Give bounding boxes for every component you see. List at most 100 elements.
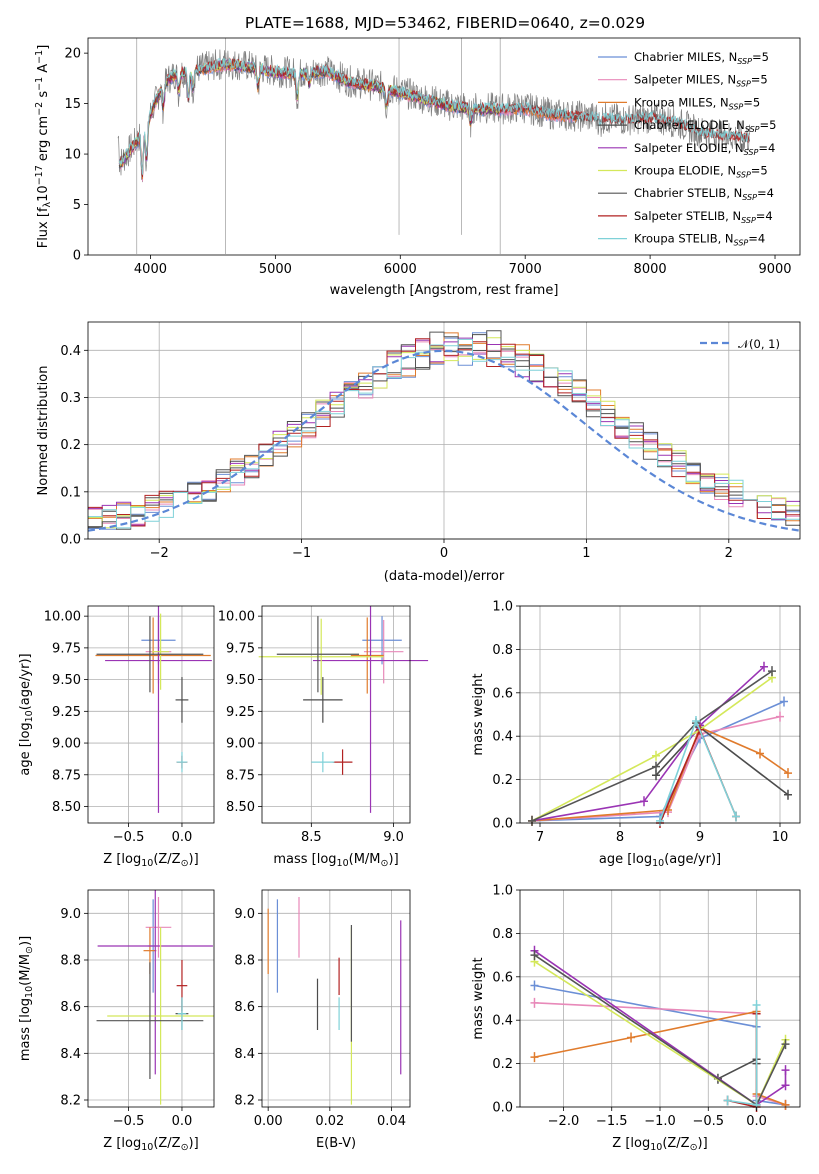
y-tick-label: 9.75 [52,641,81,656]
y-tick-label: 0.1 [60,485,81,500]
y-axis-label: Flux [fλ10−17 erg cm−2 s−1 A−1] [34,45,53,249]
plot-area [258,606,429,813]
y-tick-label: 8.4 [60,1047,81,1062]
weight-line [531,666,765,822]
axes-frame [261,605,411,824]
y-tick-label: 0.4 [60,344,81,359]
figure-title: PLATE=1688, MJD=53462, FIBERID=0640, z=0… [245,14,645,32]
y-axis-label: Normed distribution [36,366,51,496]
axes: −2 −1 0 1 2 0.0 0.1 0.2 0.3 0.4 [60,321,801,561]
x-tick-label: 2 [725,546,733,561]
x-axis-label: E(B-V) [316,1136,356,1151]
y-tick-label: 0.8 [492,643,513,658]
normal-curve [88,349,800,532]
legend-label: Chabrier MILES, NSSP=5 [634,50,769,66]
errorbar-point [175,677,189,723]
plot-area [528,661,792,828]
weight-line [531,715,781,822]
y-tick-label: 8.50 [226,800,255,815]
grid [520,889,800,1108]
weight-marker [781,1080,790,1091]
x-tick-label: −1 [292,546,311,561]
x-tick-label: −1.0 [644,1114,676,1129]
plot-area [267,897,402,1105]
x-tick-label: −0.5 [113,1114,145,1129]
errorbar-point [107,927,214,1105]
age-vs-Z-panel: −0.5 0.0 8.50 8.75 9.00 9.25 9.50 9.75 10.00 Z [l… [18,605,215,869]
weight-marker [656,815,664,826]
axes-frame [519,605,801,824]
y-tick-label: 9.75 [226,641,255,656]
x-axis-label: mass [log10(M/M⊙)] [273,852,398,869]
weight-marker [652,770,660,781]
y-tick-label: 20 [64,47,81,62]
weight-line [531,726,789,822]
y-tick-label: 8.6 [234,1000,255,1015]
weight-marker [780,696,788,707]
x-tick-label: 0.00 [254,1114,283,1129]
errorbar-point [176,751,188,773]
x-tick-label: 9 [696,830,704,845]
x-tick-label: 0.0 [172,830,193,845]
histogram-step [88,338,800,527]
plot-area [530,945,790,1112]
y-tick-label: 9.50 [226,673,255,688]
plot-area [117,38,751,254]
weight-marker [692,716,700,727]
x-tick-label: −2 [150,546,169,561]
weight-marker [530,950,539,961]
y-tick-label: 8.2 [60,1094,81,1109]
x-tick-label: 0.02 [315,1114,344,1129]
weight-line [717,1058,758,1080]
weight-marker [652,750,660,761]
y-tick-label: 0.3 [60,391,81,406]
y-tick-label: 0.0 [492,817,513,832]
x-tick-label: 8 [616,830,624,845]
y-tick-label: 9.0 [234,907,255,922]
y-axis-label: mass [log10(M/M⊙)] [18,936,35,1061]
x-tick-label: 0 [440,546,448,561]
weight-marker [530,1052,539,1063]
model-fit-line [118,57,750,175]
weight-series [528,672,776,826]
legend-label: Kroupa STELIB, NSSP=4 [634,232,765,248]
y-tick-label: 9.00 [226,737,255,752]
weight-marker [784,789,792,800]
x-axis-label: Z [log10(Z/Z⊙)] [103,1136,198,1153]
weight-marker [652,761,660,772]
weight-marker [530,980,539,991]
y-tick-label: 8.6 [60,1000,81,1015]
x-axis-label: wavelength [Angstrom, rest frame] [330,283,559,298]
residuals-panel: −2 −1 0 1 2 0.0 0.1 0.2 0.3 0.4 (data-model)/error… [36,321,801,584]
weight-line [531,700,785,822]
weight-marker [756,748,764,759]
y-tick-label: 10.00 [44,610,81,625]
x-tick-label: 8000 [634,262,667,277]
axes: 8.5 9.0 8.50 8.75 9.00 9.25 9.50 9.75 10.00 [218,605,411,845]
x-tick-label: 5000 [259,262,292,277]
y-tick-label: 1.0 [492,600,513,615]
x-tick-label: −1.5 [596,1114,628,1129]
y-tick-label: 0.6 [492,970,513,985]
y-tick-label: 0 [73,249,81,264]
weight-line [531,676,773,822]
errorbar-point [311,751,335,773]
legend-label: Chabrier STELIB, NSSP=4 [634,186,774,202]
mass-vs-Z-panel: −0.5 0.0 8.2 8.4 8.6 8.8 9.0 Z [log10(Z/Z⊙)] mas… [18,889,215,1153]
errorbar-point [95,617,211,694]
y-tick-label: 0.8 [492,927,513,942]
legend: 𝒩(0, 1) [700,337,780,351]
axes-frame [87,37,801,256]
x-tick-label: −0.5 [692,1114,724,1129]
y-tick-label: 8.8 [60,954,81,969]
y-tick-label: 5 [73,198,81,213]
legend-label: 𝒩(0, 1) [738,337,780,351]
errorbar-point [350,617,384,694]
y-tick-label: 0.6 [492,686,513,701]
y-tick-label: 0.0 [60,533,81,548]
legend-label: Kroupa ELODIE, NSSP=5 [634,164,768,180]
legend-label: Salpeter ELODIE, NSSP=4 [634,141,775,157]
x-axis-label: Z [log10(Z/Z⊙)] [612,1136,707,1153]
axes: 7 8 9 10 0.0 0.2 0.4 0.6 0.8 1.0 [492,600,801,845]
